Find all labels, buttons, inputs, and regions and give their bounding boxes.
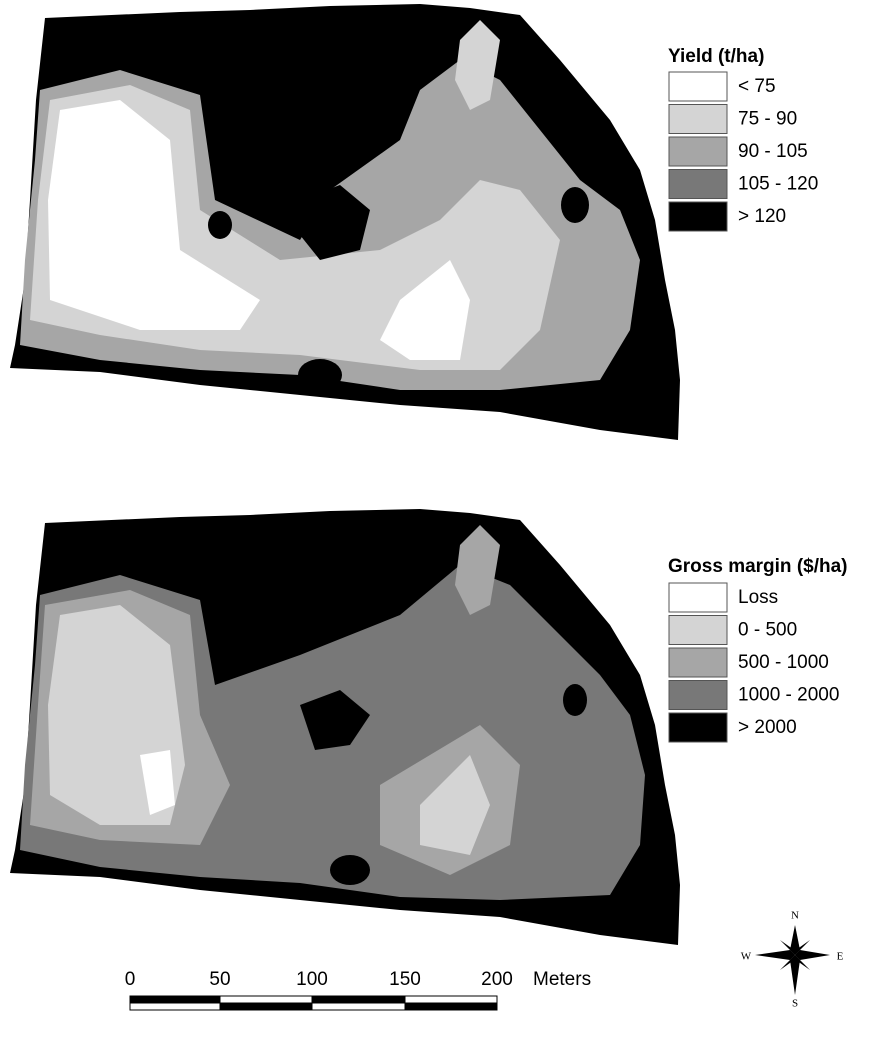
scale-label: 0 xyxy=(125,969,136,990)
north-arrow: N S W E xyxy=(741,910,844,1010)
scale-label: 100 xyxy=(296,969,328,990)
legend-swatch xyxy=(669,202,727,231)
scale-bar xyxy=(130,996,497,1010)
scale-label: 200 xyxy=(481,969,513,990)
legend-title: Yield (t/ha) xyxy=(668,46,764,67)
map-figure: Yield (t/ha) < 75 75 - 90 90 - 105 105 - 12… xyxy=(0,0,889,1041)
legend-label: < 75 xyxy=(738,76,776,97)
yield-map xyxy=(10,4,680,440)
legend-title: Gross margin ($/ha) xyxy=(668,556,848,577)
legend-swatch xyxy=(669,648,727,677)
compass-n: N xyxy=(791,910,799,922)
legend-swatch xyxy=(669,170,727,199)
scale-unit: Meters xyxy=(533,969,591,990)
compass-w: W xyxy=(741,951,752,963)
legend: Loss 0 - 500 500 - 1000 1000 - 2000 > 2000 xyxy=(669,583,839,742)
legend-swatch xyxy=(669,72,727,101)
legend-label: Loss xyxy=(738,587,778,608)
legend-swatch xyxy=(669,616,727,645)
legend-label: 0 - 500 xyxy=(738,620,797,641)
page: {"maps": [ {"legend": {"title": "Yield (… xyxy=(0,0,889,1041)
legend-swatch xyxy=(669,105,727,134)
legend-label: 105 - 120 xyxy=(738,174,818,195)
compass-s: S xyxy=(792,998,798,1010)
scale-label: 150 xyxy=(389,969,421,990)
compass-e: E xyxy=(837,951,844,963)
legend-label: 90 - 105 xyxy=(738,141,808,162)
scale-label: 50 xyxy=(209,969,230,990)
gross-margin-map xyxy=(10,509,680,945)
legend-swatch xyxy=(669,137,727,166)
scale-labels: 0 50 100 150 200 xyxy=(125,969,513,990)
legend-label: > 120 xyxy=(738,206,786,227)
legend-swatch xyxy=(669,681,727,710)
legend-label: 75 - 90 xyxy=(738,109,797,130)
legend: < 75 75 - 90 90 - 105 105 - 120 > 120 xyxy=(669,72,818,231)
legend-label: > 2000 xyxy=(738,717,797,738)
legend-swatch xyxy=(669,583,727,612)
legend-label: 1000 - 2000 xyxy=(738,685,839,706)
legend-swatch xyxy=(669,713,727,742)
legend-label: 500 - 1000 xyxy=(738,652,829,673)
